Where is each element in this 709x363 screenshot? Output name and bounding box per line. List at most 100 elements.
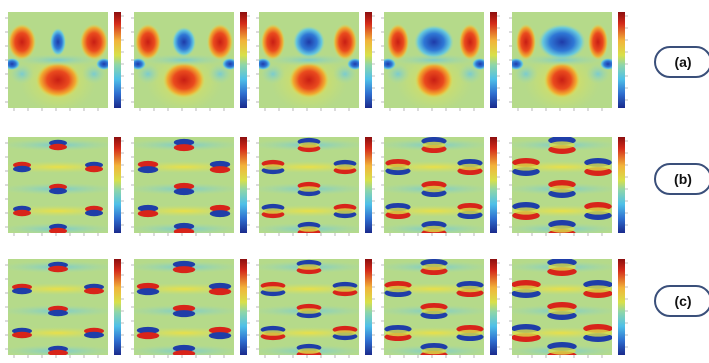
red-lobe bbox=[173, 182, 195, 190]
row-label: (a) bbox=[654, 46, 709, 78]
field-panel bbox=[5, 259, 124, 358]
colorbar bbox=[365, 259, 372, 355]
field-panel bbox=[381, 12, 500, 111]
red-lobe bbox=[8, 24, 36, 60]
red-lobe bbox=[544, 62, 580, 98]
red-lobe bbox=[13, 209, 31, 217]
blue-lobe bbox=[137, 204, 159, 212]
field-panel bbox=[5, 12, 124, 111]
red-lobe bbox=[173, 144, 195, 152]
red-lobe bbox=[48, 265, 68, 273]
red-lobe bbox=[172, 304, 196, 312]
blue-lobe bbox=[172, 27, 196, 57]
red-lobe bbox=[208, 288, 232, 296]
field-panel bbox=[381, 137, 500, 236]
field-panel bbox=[509, 137, 628, 236]
field-panel bbox=[256, 259, 375, 358]
red-lobe bbox=[84, 287, 104, 295]
colorbar bbox=[114, 12, 121, 108]
blue-lobe bbox=[173, 138, 195, 146]
blue-lobe bbox=[208, 282, 232, 290]
field-panel bbox=[256, 12, 375, 111]
red-lobe bbox=[209, 166, 231, 174]
blue-lobe bbox=[13, 165, 31, 173]
row-label-text: (a) bbox=[674, 54, 691, 70]
red-lobe bbox=[36, 62, 80, 98]
blue-lobe bbox=[49, 187, 67, 195]
blue-lobe bbox=[84, 331, 104, 339]
field-panel bbox=[381, 259, 500, 358]
blue-lobe bbox=[136, 326, 160, 334]
red-lobe bbox=[172, 266, 196, 274]
field-panel bbox=[131, 12, 250, 111]
red-lobe bbox=[80, 24, 108, 60]
colorbar bbox=[618, 259, 625, 355]
red-lobe bbox=[136, 282, 160, 290]
red-lobe bbox=[49, 227, 67, 233]
field-panel bbox=[256, 137, 375, 236]
colorbar bbox=[618, 137, 625, 233]
red-lobe bbox=[261, 24, 285, 60]
red-lobe bbox=[516, 24, 536, 60]
red-lobe bbox=[207, 24, 233, 60]
red-lobe bbox=[85, 165, 103, 173]
red-lobe bbox=[209, 204, 231, 212]
red-lobe bbox=[333, 24, 357, 60]
colorbar bbox=[490, 259, 497, 355]
field-panel bbox=[5, 137, 124, 236]
red-lobe bbox=[387, 24, 409, 60]
field-panel bbox=[509, 12, 628, 111]
colorbar bbox=[618, 12, 625, 108]
blue-lobe bbox=[12, 287, 32, 295]
row-label-text: (c) bbox=[674, 293, 691, 309]
red-lobe bbox=[172, 350, 196, 355]
colorbar bbox=[365, 137, 372, 233]
red-lobe bbox=[12, 331, 32, 339]
blue-lobe bbox=[136, 288, 160, 296]
field-panel bbox=[131, 259, 250, 358]
row-label-pill bbox=[654, 163, 709, 195]
red-lobe bbox=[173, 228, 195, 233]
row-label: (c) bbox=[654, 285, 709, 317]
blue-lobe bbox=[293, 26, 325, 58]
red-lobe bbox=[208, 326, 232, 334]
red-lobe bbox=[588, 24, 608, 60]
colorbar bbox=[490, 12, 497, 108]
blue-lobe bbox=[48, 309, 68, 317]
blue-lobe bbox=[414, 25, 454, 59]
red-lobe bbox=[135, 24, 161, 60]
red-lobe bbox=[415, 62, 453, 98]
colorbar bbox=[240, 137, 247, 233]
colorbar bbox=[240, 12, 247, 108]
blue-lobe bbox=[137, 166, 159, 174]
red-lobe bbox=[289, 62, 329, 98]
blue-lobe bbox=[209, 160, 231, 168]
row-label-text: (b) bbox=[674, 171, 692, 187]
red-lobe bbox=[48, 349, 68, 355]
blue-lobe bbox=[173, 222, 195, 230]
blue-lobe bbox=[538, 24, 586, 60]
colorbar bbox=[365, 12, 372, 108]
row-label: (b) bbox=[654, 163, 709, 195]
red-lobe bbox=[137, 210, 159, 218]
blue-lobe bbox=[85, 209, 103, 217]
colorbar bbox=[114, 259, 121, 355]
red-lobe bbox=[137, 160, 159, 168]
colorbar bbox=[114, 137, 121, 233]
field-panel bbox=[131, 137, 250, 236]
row-label-pill bbox=[654, 46, 709, 78]
field-panel bbox=[509, 259, 628, 358]
blue-lobe bbox=[172, 260, 196, 268]
blue-lobe bbox=[50, 28, 66, 56]
red-lobe bbox=[163, 62, 205, 98]
colorbar bbox=[240, 259, 247, 355]
row-label-pill bbox=[654, 285, 709, 317]
blue-lobe bbox=[209, 210, 231, 218]
blue-lobe bbox=[172, 310, 196, 318]
blue-lobe bbox=[173, 188, 195, 196]
blue-lobe bbox=[208, 332, 232, 340]
red-lobe bbox=[459, 24, 481, 60]
red-lobe bbox=[136, 332, 160, 340]
